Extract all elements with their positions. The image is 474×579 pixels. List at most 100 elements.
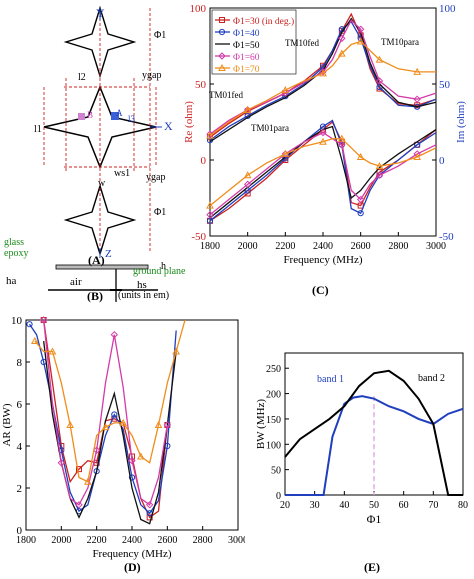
y-tick-label-2: 100 (266, 440, 281, 451)
marker-triangle-12 (375, 55, 384, 63)
x-tick-label-4: 60 (399, 500, 409, 511)
im-series-markers-4 (206, 134, 422, 209)
y-axis-title: BW (MHz) (255, 399, 267, 450)
marker-diamond-leg3 (218, 52, 226, 60)
marker-diamond-12 (145, 501, 154, 509)
feed-point-a (111, 112, 119, 120)
series-markers-4 (30, 336, 181, 485)
marker-triangle-0 (30, 336, 39, 344)
x-tick-label-3: 2400 (313, 241, 333, 252)
y-tick-label-0: 0 (276, 491, 281, 502)
marker-diamond-8 (338, 34, 346, 43)
h-label: h (161, 261, 166, 272)
marker-triangle-8 (101, 423, 110, 431)
glass-epoxy-label: glass epoxy (4, 237, 29, 259)
im-series-markers-0 (207, 126, 421, 224)
y-tick-label-3: 150 (266, 415, 281, 426)
units-label: (units in em) (118, 290, 170, 301)
x-tick-label-2: 2200 (275, 241, 295, 252)
chart-d-axial-ratio: 1800 2000 2200 2400 2600 2800 3000 0 2 4 6 8 10 Frequ… (1, 315, 245, 560)
marker-circle-12 (128, 474, 136, 481)
y-tick-label-2: 50 (195, 79, 207, 91)
x-tick-label-1: 30 (310, 500, 320, 511)
panel-e-label: (E) (364, 560, 380, 574)
geometry-diagram (43, 5, 162, 302)
series-line-3 (43, 319, 168, 506)
y-tick-label-0: 0 (17, 525, 23, 537)
marker-diamond-12 (375, 171, 384, 179)
panel-a-label: (A) (88, 253, 105, 267)
marker-diamond-10 (128, 456, 136, 465)
z-axis-label: Z (105, 248, 112, 260)
re-series-line-3 (209, 19, 437, 135)
x-axis-label: X (164, 119, 173, 133)
re-series-line-2 (209, 17, 437, 143)
y2-tick-label-1: 0 (439, 155, 445, 167)
x-tick-label-0: 1800 (200, 241, 220, 252)
marker-triangle-0 (206, 131, 214, 139)
marker-diamond-8 (110, 330, 119, 339)
y-tick-label-1: 0 (201, 155, 207, 167)
annotation-tm10para: TM10para (381, 37, 419, 47)
dimension-guides (43, 8, 157, 252)
legend-entry-1: Φ1=40 (233, 29, 260, 39)
y-tick-label-1: 50 (271, 466, 281, 477)
annotation-tm10fed: TM10fed (285, 38, 319, 48)
marker-square-4 (76, 466, 82, 473)
marker-triangle-2 (48, 347, 57, 355)
x-tick-label-5: 2800 (388, 241, 408, 252)
legend-box (211, 9, 297, 75)
panel-d-label: (D) (124, 560, 141, 574)
panel-c-label: (C) (312, 283, 329, 297)
marker-triangle-4 (66, 420, 75, 428)
marker-triangle-14 (413, 67, 422, 75)
x-tick-label-0: 20 (280, 500, 290, 511)
substrate-layer (55, 264, 149, 270)
marker-triangle-8 (337, 134, 346, 142)
marker-triangle-12 (136, 452, 145, 460)
y-tick-label-3: 6 (17, 399, 23, 411)
x-tick-label-6: 3000 (426, 241, 446, 252)
marker-circle-0 (26, 321, 33, 328)
y-axis-title: AR (BW) (1, 403, 13, 446)
series-line-1 (28, 323, 177, 515)
y-axis-title: Re (ohm) (183, 101, 195, 143)
series-markers-3 (39, 316, 172, 509)
marker-triangle-leg4 (218, 63, 226, 71)
y-tick-label-4: 8 (17, 357, 23, 369)
axes-lines (99, 8, 162, 258)
marker-diamond-6 (319, 68, 327, 76)
x-tick-label-6: 3000 (228, 535, 245, 546)
x-tick-label-2: 2200 (87, 535, 107, 546)
y-tick-label-5: 250 (266, 364, 281, 375)
marker-triangle-12 (375, 162, 384, 170)
im-series-line-0 (209, 120, 437, 222)
legend-entry-3: Φ1=60 (233, 53, 260, 63)
x-tick-label-3: 50 (369, 500, 379, 511)
air-label: air (70, 276, 82, 288)
marker-diamond-4 (75, 501, 83, 509)
marker-circle-10 (111, 411, 118, 418)
marker-triangle-4 (281, 149, 290, 157)
ws1-label: ws1 (114, 168, 131, 179)
y-tick-label-4: 200 (266, 390, 281, 401)
y2-axis-title: Im (ohm) (455, 101, 467, 143)
x-tick-label-2: 40 (339, 500, 349, 511)
marker-square-12 (146, 514, 153, 521)
marker-triangle-14 (413, 152, 422, 160)
x-axis-title: Frequency (MHz) (92, 548, 171, 560)
marker-square-leg0 (219, 17, 225, 23)
marker-triangle-2 (243, 105, 252, 113)
y-tick-label-3: 100 (190, 3, 207, 15)
phi-top-label: Φ1 (154, 30, 167, 41)
series-line-1 (284, 369, 463, 496)
marker-diamond-12 (375, 77, 384, 85)
point-b-label: B (87, 110, 94, 120)
ground-plane-label: ground plane (133, 266, 186, 277)
x-tick-label-1: 2000 (238, 241, 258, 252)
re-series-line-1 (209, 20, 437, 141)
marker-triangle-14 (154, 420, 163, 428)
y-tick-label-1: 2 (17, 483, 23, 495)
marker-diamond-14 (163, 421, 172, 429)
y2-tick-label-3: 100 (439, 3, 456, 15)
